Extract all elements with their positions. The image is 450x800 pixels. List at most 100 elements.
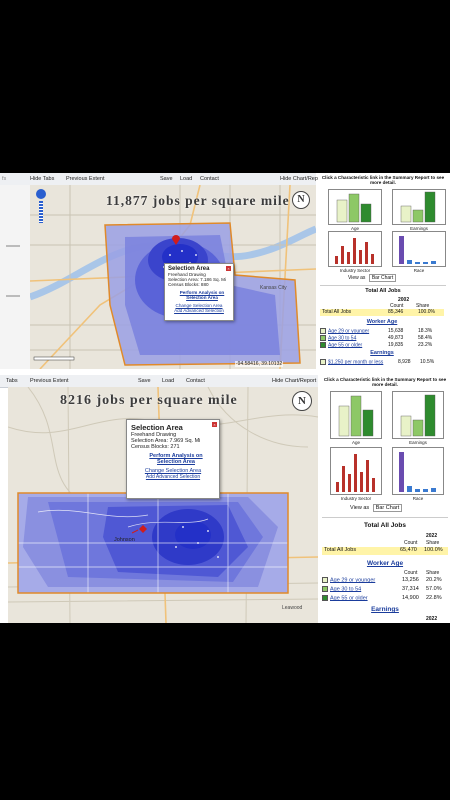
earnings-year: 2022 xyxy=(426,616,438,622)
count-header: Count xyxy=(390,303,404,309)
race-thumb-label: Race xyxy=(412,496,424,501)
earnings-chart-thumb[interactable]: Earnings xyxy=(392,391,444,445)
chart-instruction: Click a Characteristic link in the Summa… xyxy=(321,175,445,185)
swatch-icon xyxy=(322,595,328,601)
chart-type-select[interactable]: Bar Chart xyxy=(372,504,403,512)
report-side-panel: Click a Characteristic link in the Summa… xyxy=(320,375,450,623)
save-button[interactable]: Save xyxy=(138,378,151,384)
count-header: Count xyxy=(404,570,418,576)
hide-chart-button[interactable]: Hide Chart/Report xyxy=(280,176,325,182)
swatch-icon xyxy=(320,328,326,334)
selection-area-popup: × Selection Area Freehand Drawing Select… xyxy=(164,263,234,321)
advanced-selection-link[interactable]: Add Advanced Selection xyxy=(145,474,201,480)
count-header: Count xyxy=(404,540,418,546)
total-row: Total All Jobs 65,470 100.0% xyxy=(322,547,448,555)
swatch-icon xyxy=(322,577,328,583)
total-share: 100.0% xyxy=(418,309,435,315)
view-as-label: View as xyxy=(348,275,366,281)
age-row[interactable]: Age 30 to 54 49,873 58.4% xyxy=(320,335,444,341)
popup-blocks: Census Blocks: 271 xyxy=(131,444,180,450)
total-count: 85,346 xyxy=(388,309,404,315)
close-icon[interactable]: × xyxy=(212,422,217,427)
zoom-controls[interactable] xyxy=(36,189,48,223)
pan-control-icon[interactable] xyxy=(36,189,46,199)
zoom-slider[interactable] xyxy=(39,201,43,223)
change-selection-link[interactable]: Change Selection Area xyxy=(175,303,223,308)
report-side-panel: Click a Characteristic link in the Summa… xyxy=(318,173,450,369)
swatch-icon xyxy=(320,342,326,348)
share-header: Share xyxy=(426,570,440,576)
close-icon[interactable]: × xyxy=(226,266,231,271)
age-chart-thumb[interactable]: Age xyxy=(330,391,382,445)
earnings-row[interactable]: $1,250 per month or less 8,928 10.5% xyxy=(320,359,444,365)
view-as-control[interactable]: View as Bar Chart xyxy=(350,504,403,512)
perform-analysis-link[interactable]: Perform Analysis on Selection Area xyxy=(149,453,203,465)
report-year: 2022 xyxy=(426,533,438,539)
race-thumb-label: Race xyxy=(413,268,425,273)
popup-title: Selection Area xyxy=(168,266,210,272)
popup-title: Selection Area xyxy=(131,423,183,432)
swatch-icon xyxy=(320,335,326,341)
tabs-button[interactable]: Tabs xyxy=(6,378,18,384)
age-row[interactable]: Age 55 or older 14,900 22.8% xyxy=(322,595,448,601)
map-density-title: 11,877 jobs per square mile xyxy=(106,193,290,208)
north-arrow-icon: N xyxy=(292,391,312,411)
map-canvas[interactable]: 8216 jobs per square mile N Johnson Leaw… xyxy=(8,387,318,623)
view-as-control[interactable]: View as Bar Chart xyxy=(348,274,397,282)
report-year: 2002 xyxy=(398,297,410,303)
industry-thumb-label: Industry Sector xyxy=(339,268,371,273)
industry-chart-thumb[interactable]: Industry Sector xyxy=(330,447,382,501)
age-row[interactable]: Age 29 or younger 15,638 18.3% xyxy=(320,328,444,334)
hide-chart-button[interactable]: Hide Chart/Report xyxy=(272,378,317,384)
hide-tabs-button[interactable]: Hide Tabs xyxy=(30,176,55,182)
summary-report: Total All Jobs 2022 Count Share Total Al… xyxy=(322,517,448,623)
onthemap-view-bottom: Tabs Previous Extent Save Load Contact H… xyxy=(0,375,450,623)
earnings-thumb-label: Earnings xyxy=(409,440,427,445)
worker-age-heading[interactable]: Worker Age xyxy=(366,560,404,567)
industry-thumb-label: Industry Sector xyxy=(340,496,372,501)
advanced-selection-link[interactable]: Add Advanced Selection xyxy=(174,308,224,313)
industry-chart-thumb[interactable]: Industry Sector xyxy=(328,231,382,273)
place-label: Kansas City xyxy=(260,285,287,291)
map-canvas[interactable]: 11,877 jobs per square mile N Kansas Cit… xyxy=(30,185,316,369)
change-selection-link[interactable]: Change Selection Area xyxy=(144,468,202,474)
total-share: 100.0% xyxy=(424,547,443,553)
total-jobs-heading: Total All Jobs xyxy=(365,288,401,294)
popup-blocks: Census Blocks: 880 xyxy=(168,282,209,287)
earnings-heading[interactable]: Earnings xyxy=(370,350,394,356)
swatch-icon xyxy=(322,586,328,592)
popup-drawing-type: Freehand Drawing xyxy=(168,272,206,277)
chart-instruction: Click a Characteristic link in the Summa… xyxy=(323,377,447,387)
contact-button[interactable]: Contact xyxy=(200,176,219,182)
age-thumb-label: Age xyxy=(351,440,360,445)
earnings-thumb-label: Earnings xyxy=(410,226,428,231)
share-header: Share xyxy=(426,540,440,546)
age-row[interactable]: Age 29 or younger 13,256 20.2% xyxy=(322,577,448,583)
age-thumb-label: Age xyxy=(350,226,359,231)
swatch-icon xyxy=(320,359,326,365)
left-tabs-strip[interactable] xyxy=(0,185,31,369)
total-jobs-heading: Total All Jobs xyxy=(364,522,406,529)
save-button[interactable]: Save xyxy=(160,176,173,182)
summary-report: Total All Jobs 2002 Count Share Total Al… xyxy=(320,285,446,369)
load-button[interactable]: Load xyxy=(180,176,193,182)
total-row: Total All Jobs 85,346 100.0% xyxy=(320,309,444,316)
perform-analysis-link[interactable]: Perform Analysis on Selection Area xyxy=(179,290,225,300)
place-label: Johnson xyxy=(114,537,135,543)
chart-type-select[interactable]: Bar Chart xyxy=(368,274,397,282)
earnings-heading[interactable]: Earnings xyxy=(371,606,399,613)
total-count: 65,470 xyxy=(400,547,417,553)
earnings-chart-thumb[interactable]: Earnings xyxy=(392,189,446,231)
race-chart-thumb[interactable]: Race xyxy=(392,231,446,273)
popup-area: Selection Area: 7.969 Sq. Mi xyxy=(131,438,201,444)
race-chart-thumb[interactable]: Race xyxy=(392,447,444,501)
total-label: Total All Jobs xyxy=(322,309,352,315)
age-row[interactable]: Age 30 to 54 37,314 57.0% xyxy=(322,586,448,592)
contact-button[interactable]: Contact xyxy=(186,378,205,384)
age-row[interactable]: Age 55 or older 19,835 23.2% xyxy=(320,342,444,348)
age-chart-thumb[interactable]: Age xyxy=(328,189,382,231)
previous-extent-button[interactable]: Previous Extent xyxy=(66,176,105,182)
worker-age-heading[interactable]: Worker Age xyxy=(366,319,398,325)
load-button[interactable]: Load xyxy=(162,378,175,384)
previous-extent-button[interactable]: Previous Extent xyxy=(30,378,69,384)
